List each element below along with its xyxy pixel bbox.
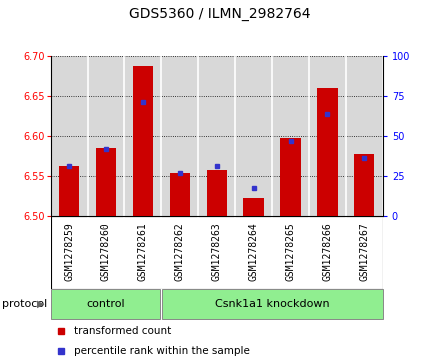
Text: GDS5360 / ILMN_2982764: GDS5360 / ILMN_2982764 <box>129 7 311 21</box>
Text: GSM1278259: GSM1278259 <box>64 222 74 281</box>
Text: GSM1278267: GSM1278267 <box>359 222 369 281</box>
Bar <box>51 289 160 319</box>
Bar <box>96 148 116 216</box>
Bar <box>59 167 79 216</box>
Bar <box>170 173 190 216</box>
Text: GSM1278262: GSM1278262 <box>175 222 185 281</box>
Text: Csnk1a1 knockdown: Csnk1a1 knockdown <box>215 299 330 309</box>
Text: GSM1278260: GSM1278260 <box>101 222 111 281</box>
Text: ▶: ▶ <box>37 299 45 309</box>
Text: GSM1278265: GSM1278265 <box>286 222 296 281</box>
Bar <box>317 88 337 216</box>
Bar <box>354 154 374 216</box>
Text: transformed count: transformed count <box>74 326 171 336</box>
Text: GSM1278264: GSM1278264 <box>249 222 259 281</box>
Bar <box>280 138 301 216</box>
Text: percentile rank within the sample: percentile rank within the sample <box>74 346 250 356</box>
Bar <box>206 170 227 216</box>
Text: GSM1278261: GSM1278261 <box>138 222 148 281</box>
Text: protocol: protocol <box>2 299 48 309</box>
Text: GSM1278266: GSM1278266 <box>323 222 333 281</box>
Text: control: control <box>87 299 125 309</box>
Bar <box>162 289 383 319</box>
Bar <box>243 199 264 216</box>
Bar <box>133 66 153 216</box>
Text: GSM1278263: GSM1278263 <box>212 222 222 281</box>
